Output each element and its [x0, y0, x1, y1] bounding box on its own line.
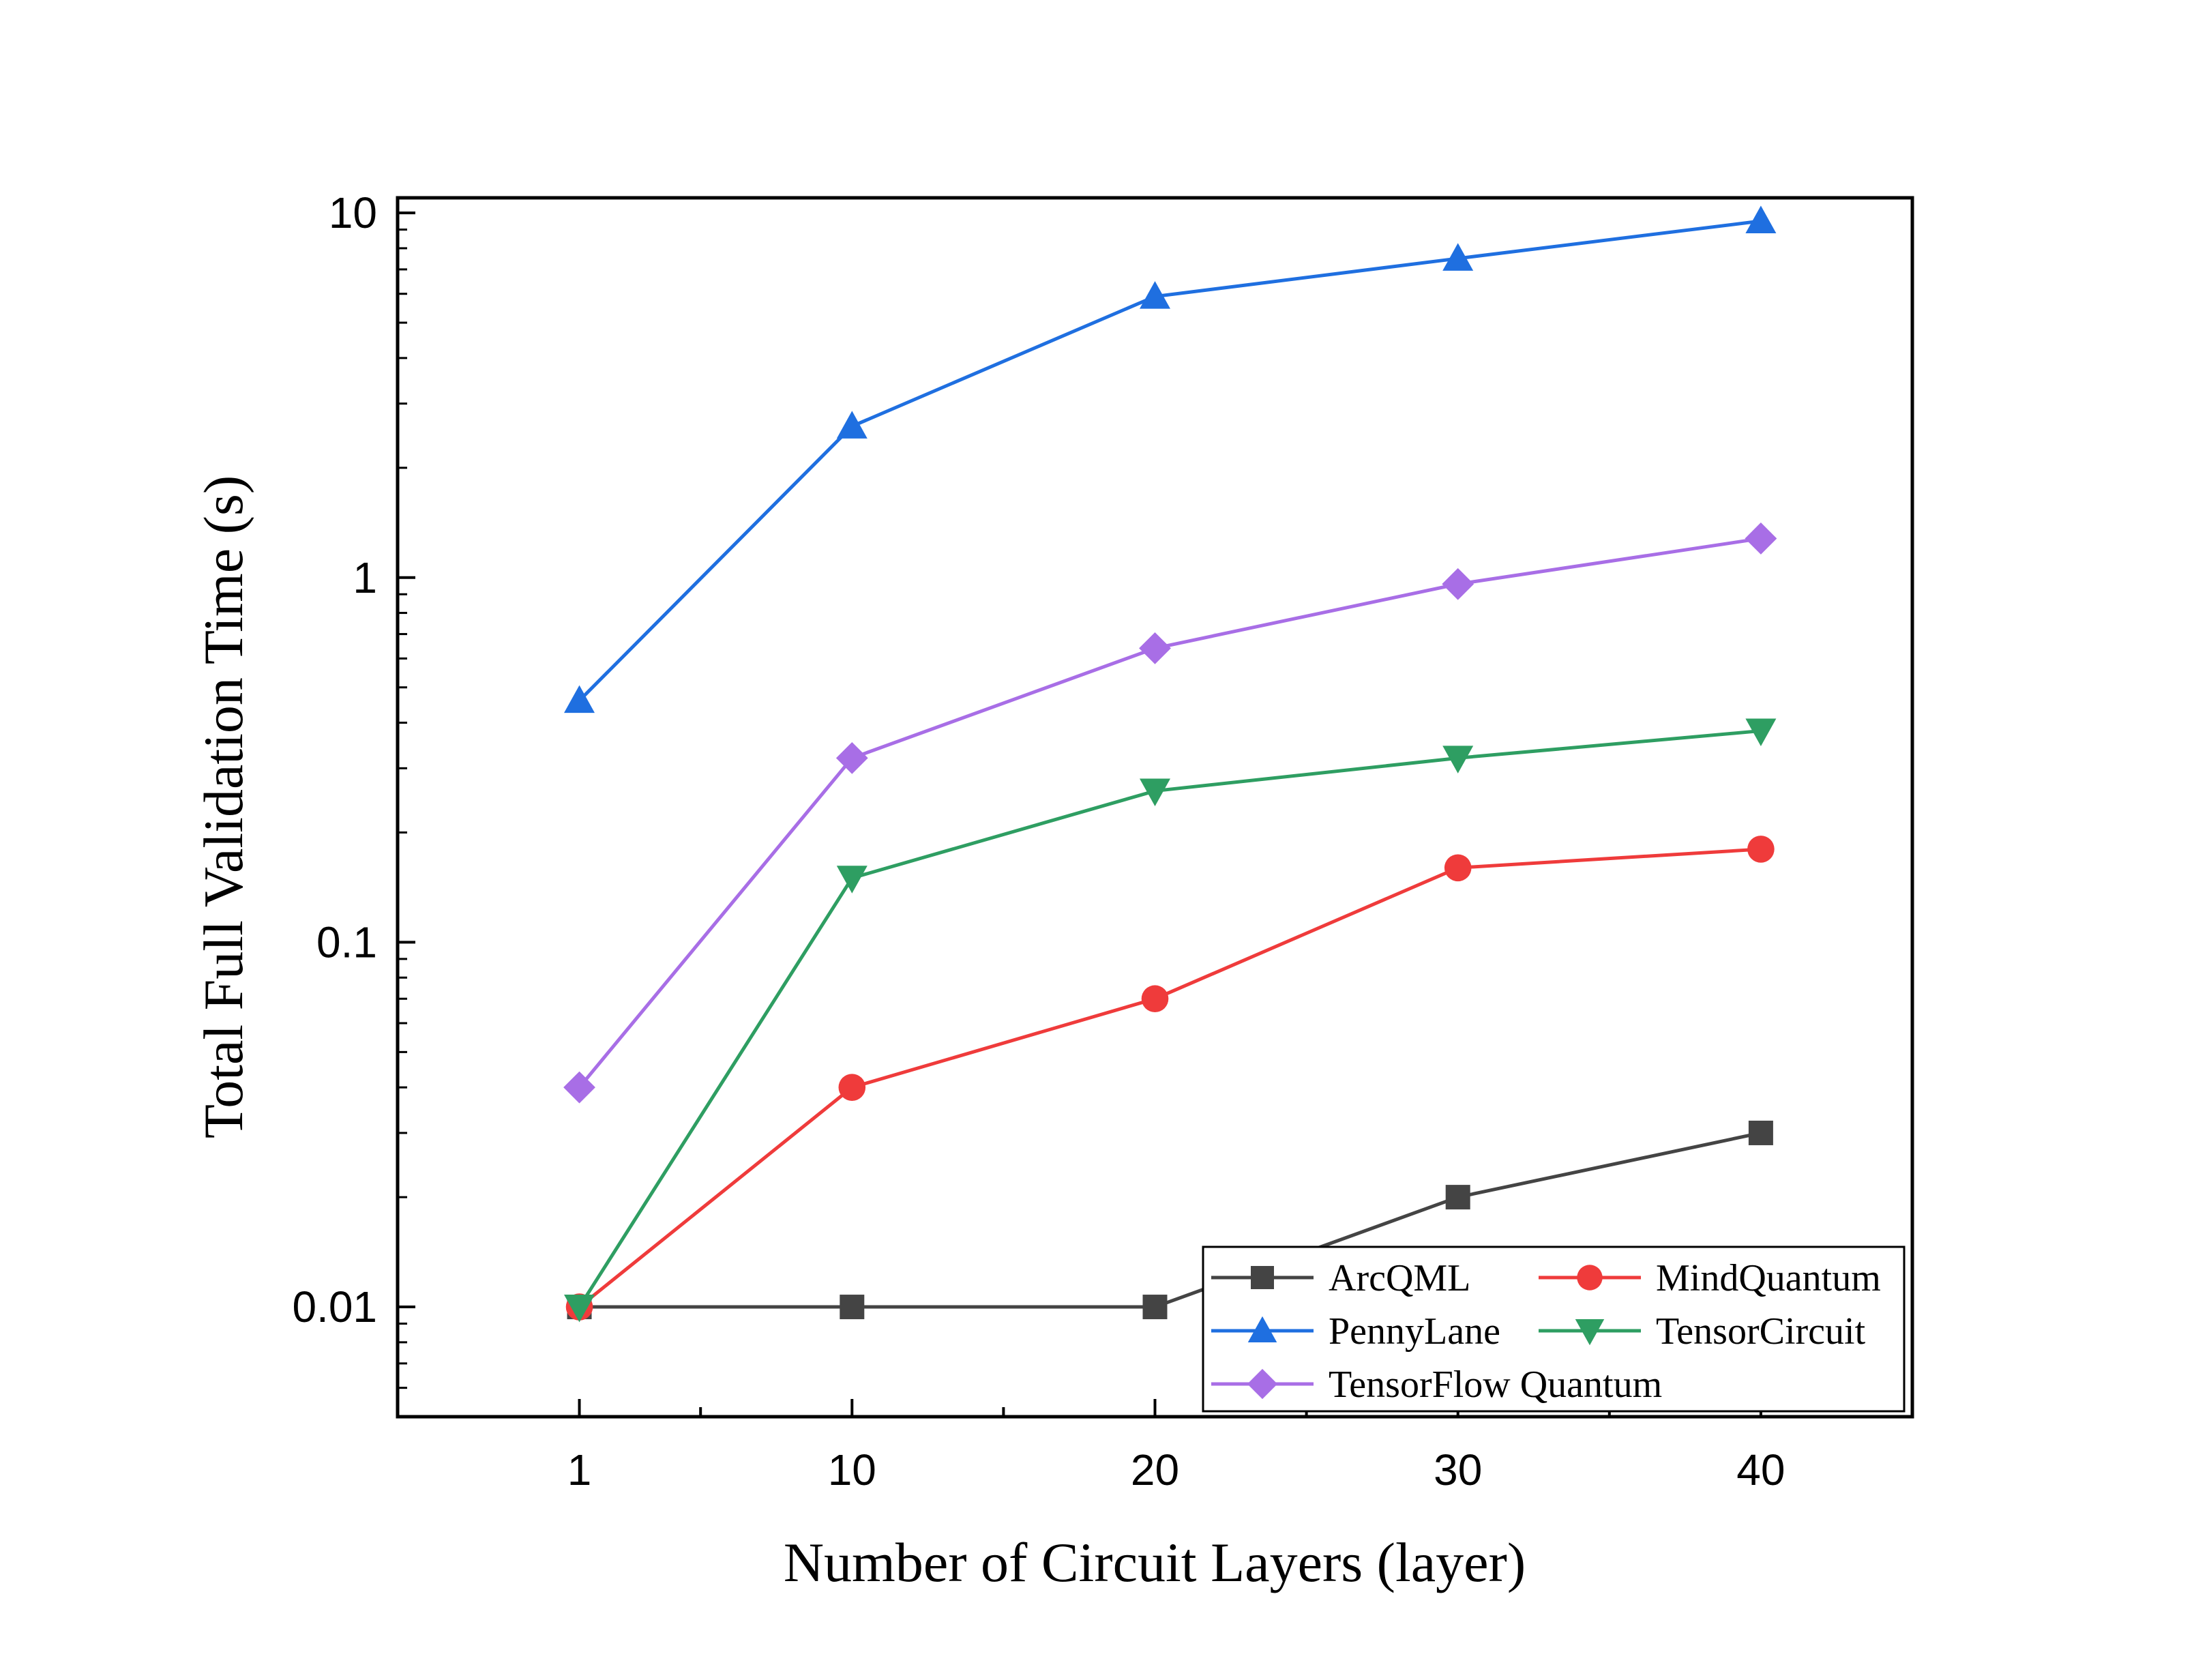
data-point-mindquantum — [1141, 985, 1169, 1013]
legend-swatch-marker — [1251, 1266, 1274, 1289]
x-tick-label: 30 — [1434, 1445, 1482, 1494]
series-arcqml — [567, 1120, 1773, 1320]
data-point-mindquantum — [838, 1074, 866, 1101]
legend-swatch-marker — [1577, 1265, 1603, 1291]
y-tick-label: 10 — [329, 188, 377, 237]
data-point-arcqml — [1142, 1295, 1168, 1320]
legend-item-mindquantum: MindQuantum — [1539, 1257, 1881, 1299]
y-tick-label: 0.1 — [316, 917, 377, 967]
data-point-pennylane — [836, 411, 868, 439]
data-point-pennylane — [1140, 281, 1170, 309]
x-tick-label: 20 — [1131, 1445, 1179, 1494]
legend-item-arcqml: ArcQML — [1211, 1257, 1470, 1299]
data-point-tensorflow-quantum — [1745, 522, 1777, 555]
y-tick-label: 0.01 — [292, 1282, 377, 1331]
legend-swatch-marker — [1247, 1316, 1277, 1342]
series-pennylane — [564, 205, 1777, 713]
legend-label: MindQuantum — [1656, 1257, 1881, 1299]
y-axis-title: Total Full Validation Time (s) — [192, 475, 254, 1138]
data-point-tensorflow-quantum — [1139, 632, 1171, 664]
legend-label: TensorFlow Quantum — [1329, 1364, 1662, 1406]
data-point-tensorcircuit — [836, 866, 868, 894]
legend-item-pennylane: PennyLane — [1211, 1310, 1500, 1353]
data-point-arcqml — [1445, 1185, 1470, 1210]
legend: ArcQML MindQuantum PennyLane TensorCircuit T… — [1202, 1246, 1906, 1413]
data-point-tensorflow-quantum — [1442, 568, 1474, 600]
data-point-tensorcircuit — [564, 1295, 595, 1323]
data-point-mindquantum — [1747, 836, 1775, 863]
legend-label: PennyLane — [1329, 1310, 1500, 1353]
legend-label: TensorCircuit — [1656, 1310, 1866, 1353]
axis-layer: 1 10 20 30 40 0.01 0.1 1 10 — [292, 188, 1785, 1494]
legend-swatch-marker — [1247, 1368, 1278, 1400]
series-tensorcircuit — [564, 718, 1777, 1323]
legend-item-tensorflow-quantum: TensorFlow Quantum — [1211, 1364, 1662, 1406]
data-point-arcqml — [1748, 1120, 1773, 1145]
data-point-tensorflow-quantum — [563, 1071, 595, 1104]
x-tick-label: 10 — [828, 1445, 876, 1494]
data-point-tensorcircuit — [1745, 718, 1777, 746]
x-tick-label: 1 — [567, 1445, 592, 1494]
data-point-pennylane — [1745, 205, 1777, 234]
series-layer — [563, 205, 1777, 1323]
data-point-pennylane — [1442, 243, 1474, 271]
x-tick-label: 40 — [1736, 1445, 1785, 1494]
series-tensorflow-quantum — [563, 522, 1777, 1104]
x-axis-title: Number of Circuit Layers (layer) — [784, 1531, 1526, 1593]
legend-label: ArcQML — [1329, 1257, 1470, 1299]
y-tick-label: 1 — [353, 553, 377, 602]
data-point-tensorflow-quantum — [835, 741, 868, 774]
data-point-tensorcircuit — [1442, 746, 1474, 773]
data-point-arcqml — [840, 1295, 865, 1320]
legend-swatch-marker — [1575, 1319, 1605, 1346]
legend-item-tensorcircuit: TensorCircuit — [1539, 1310, 1866, 1353]
data-point-tensorcircuit — [1140, 778, 1170, 807]
data-point-mindquantum — [1444, 854, 1472, 882]
data-point-pennylane — [564, 685, 595, 713]
